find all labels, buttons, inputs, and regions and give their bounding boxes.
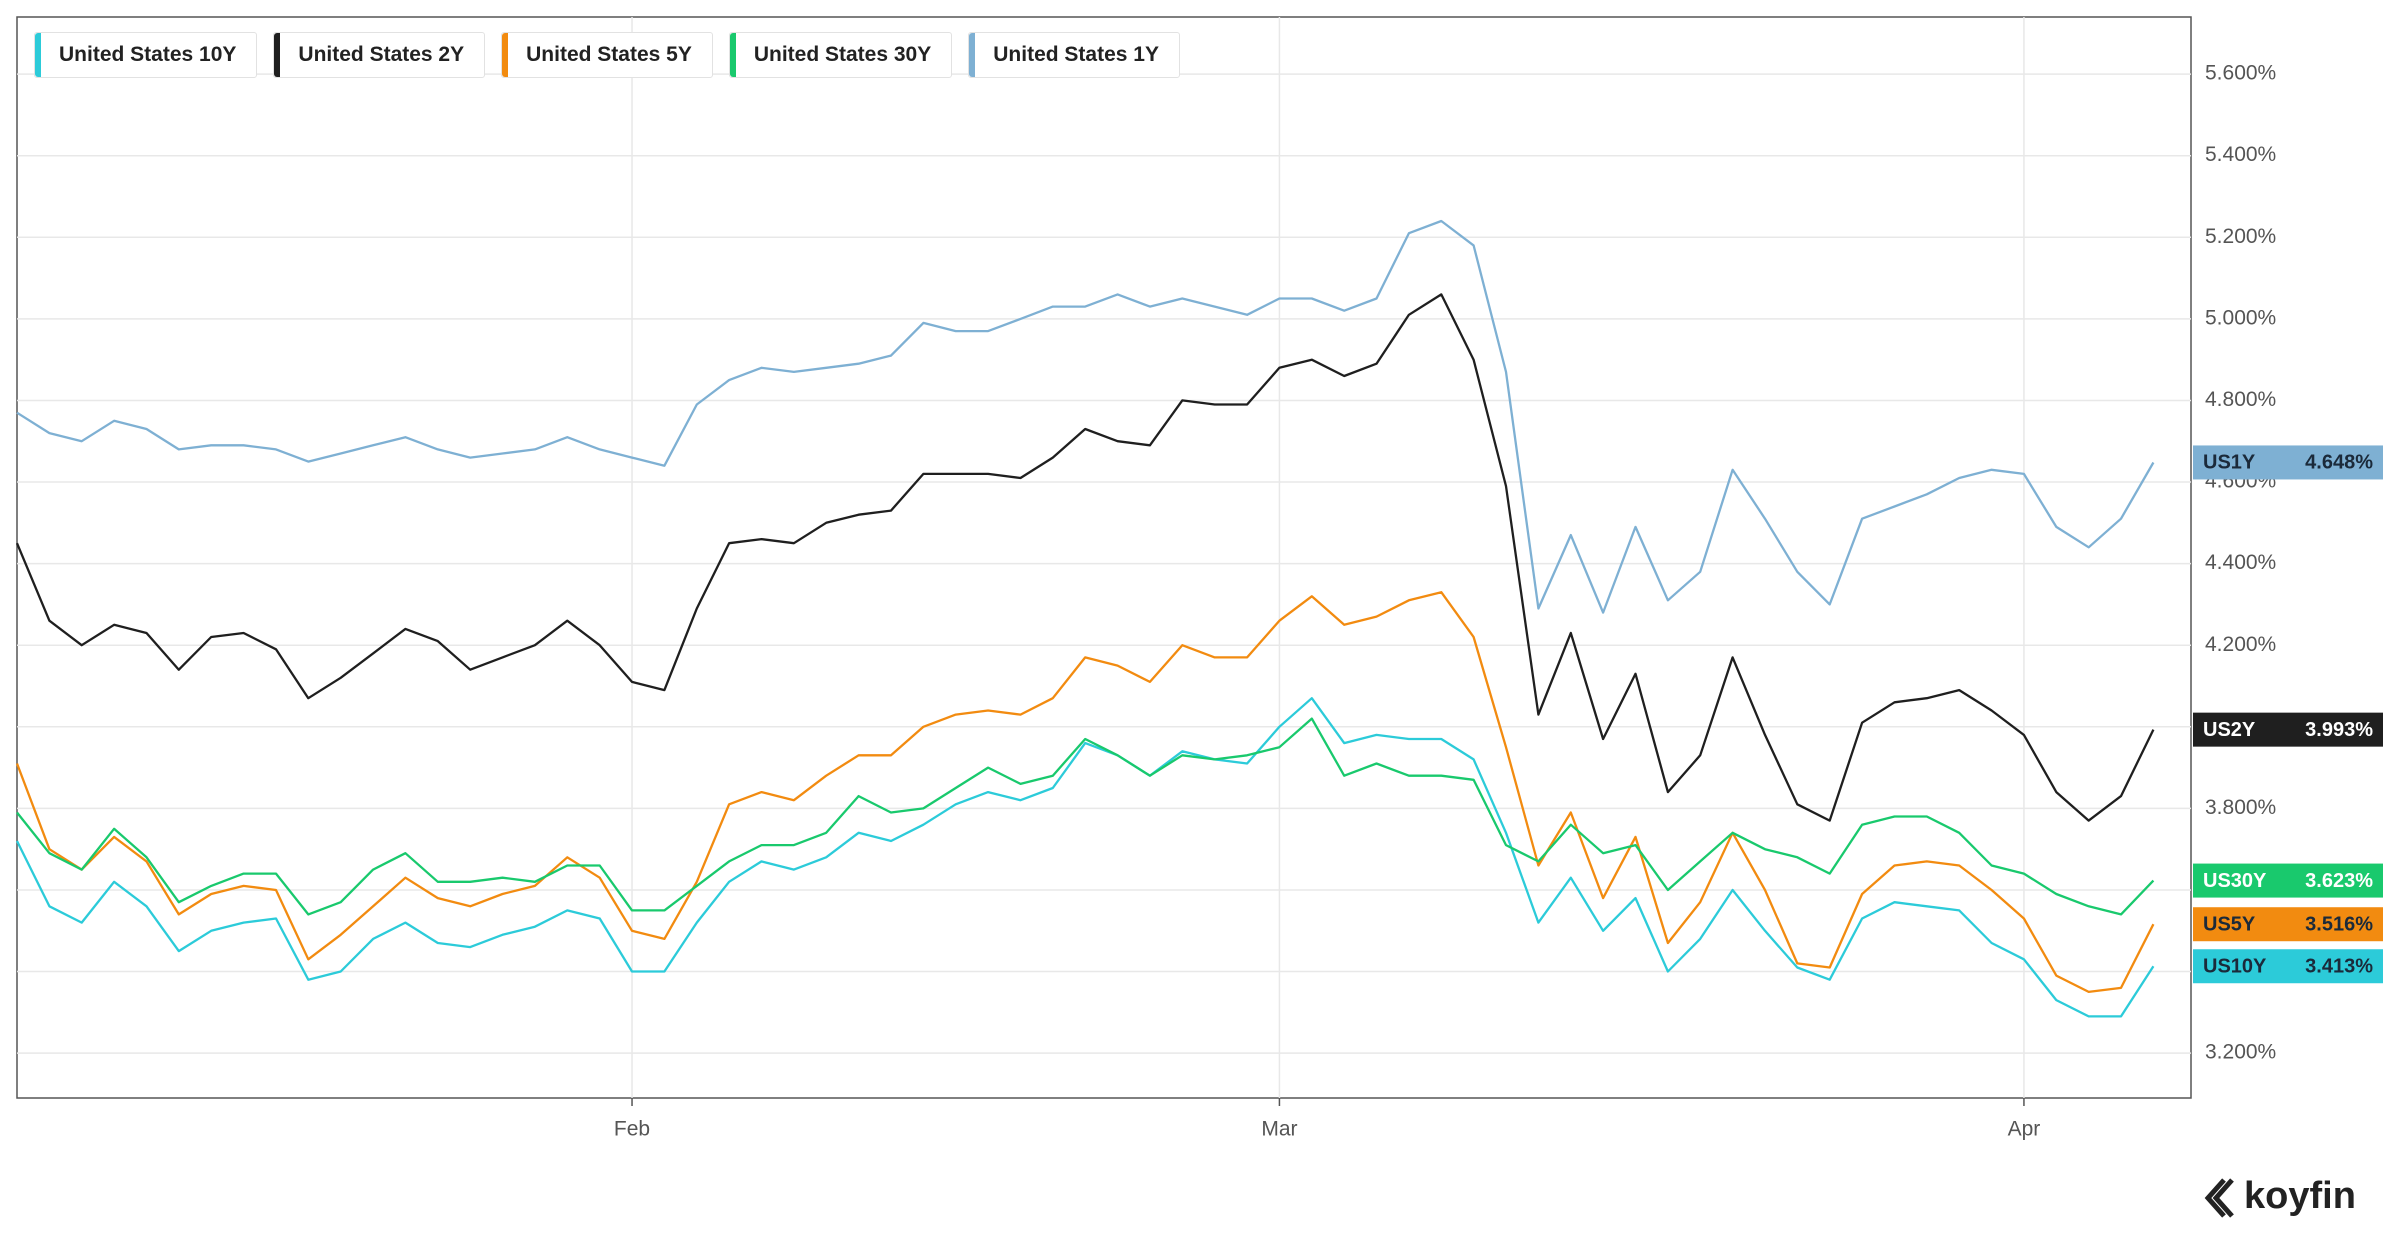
brand-icon <box>2204 1178 2234 1218</box>
legend-label: United States 5Y <box>526 43 692 66</box>
brand-text: koyfin <box>2244 1175 2356 1217</box>
y-tick-label: 4.200% <box>2205 633 2276 656</box>
x-tick-label: Apr <box>2008 1118 2041 1141</box>
legend: United States 10Y United States 2Y United … <box>34 32 1180 78</box>
end-label-box <box>2193 712 2383 747</box>
legend-label: United States 1Y <box>993 43 1159 66</box>
y-tick-label: 5.000% <box>2205 306 2276 329</box>
legend-swatch <box>729 33 736 77</box>
end-label-name: US30Y <box>2203 870 2267 892</box>
end-label: US1Y 4.648% <box>2193 445 2383 480</box>
y-tick-label: 5.200% <box>2205 225 2276 248</box>
end-label-value: 4.648% <box>2305 452 2373 474</box>
series-line <box>16 219 2155 614</box>
end-label-box <box>2193 907 2383 942</box>
end-label: US30Y 3.623% <box>2193 863 2383 898</box>
y-tick-label: 5.400% <box>2205 143 2276 166</box>
y-tick-label: 3.200% <box>2205 1041 2276 1064</box>
series-line <box>15 293 2155 822</box>
end-label-name: US1Y <box>2203 452 2256 474</box>
end-label-name: US2Y <box>2203 719 2256 741</box>
legend-swatch <box>274 33 281 77</box>
end-label-value: 3.516% <box>2305 914 2373 936</box>
legend-swatch <box>502 33 509 77</box>
y-tick-label: 5.600% <box>2205 62 2276 85</box>
end-label: US10Y 3.413% <box>2193 949 2383 984</box>
legend-item: United States 1Y <box>968 32 1180 78</box>
legend-swatch <box>969 33 976 77</box>
legend-item: United States 10Y <box>34 32 258 78</box>
series-line <box>15 591 2155 994</box>
end-label-name: US10Y <box>2203 956 2267 978</box>
legend-item: United States 2Y <box>273 32 486 78</box>
end-label-value: 3.623% <box>2305 870 2373 892</box>
legend-item: United States 30Y <box>728 32 953 78</box>
series-line <box>16 717 2155 916</box>
end-label: US2Y 3.993% <box>2193 712 2383 747</box>
grid <box>17 17 2191 1098</box>
end-label-value: 3.993% <box>2305 719 2373 741</box>
legend-label: United States 2Y <box>298 43 465 66</box>
end-label-name: US5Y <box>2203 914 2256 936</box>
end-label-box <box>2193 949 2383 984</box>
brand-logo: koyfin <box>2204 1175 2356 1218</box>
y-tick-label: 4.400% <box>2205 551 2276 574</box>
end-label-box <box>2193 863 2383 898</box>
y-tick-label: 4.800% <box>2205 388 2276 411</box>
series-line <box>15 697 2155 1018</box>
legend-swatch <box>35 33 41 77</box>
x-tick-label: Mar <box>1261 1118 1297 1141</box>
y-tick-label: 3.800% <box>2205 796 2276 819</box>
legend-item: United States 5Y <box>501 32 713 78</box>
x-tick-label: Feb <box>614 1118 650 1141</box>
legend-label: United States 10Y <box>59 43 237 66</box>
end-label-value: 3.413% <box>2305 956 2373 978</box>
end-label-box <box>2193 445 2383 480</box>
end-label: US5Y 3.516% <box>2193 907 2383 942</box>
plot-frame <box>16 16 2192 1099</box>
legend-label: United States 30Y <box>753 43 932 66</box>
